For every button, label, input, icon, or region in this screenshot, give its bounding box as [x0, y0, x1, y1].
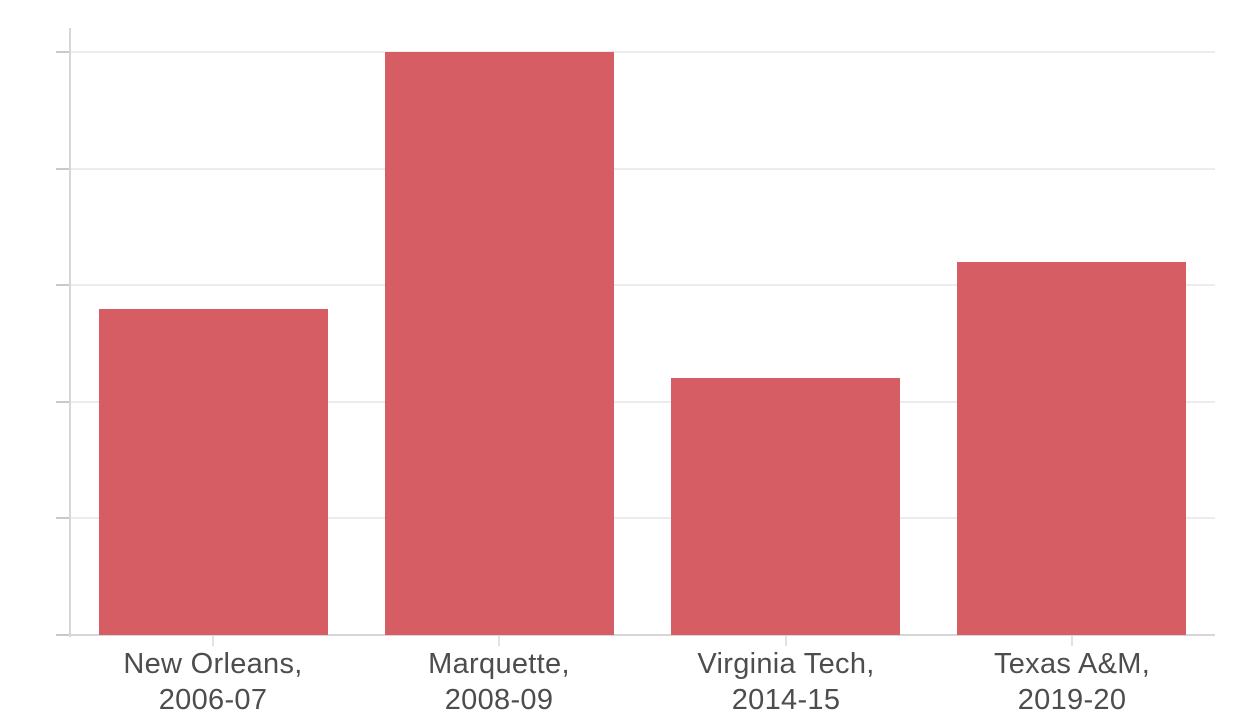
- x-tick-label-line: Texas A&M,: [993, 648, 1151, 680]
- y-tick-mark: [56, 634, 70, 636]
- x-tick-label: Marquette, 2008-09: [356, 646, 642, 718]
- y-tick-mark: [56, 51, 70, 53]
- x-tick-label-line: 2014-15: [731, 684, 841, 716]
- x-tick-label-line: New Orleans,: [123, 648, 303, 680]
- bar: [957, 262, 1186, 635]
- x-tick-mark: [212, 636, 214, 646]
- y-tick-mark: [56, 284, 70, 286]
- x-tick-label-line: Marquette,: [428, 648, 570, 680]
- y-tick-mark: [56, 517, 70, 519]
- y-tick-mark: [56, 401, 70, 403]
- x-tick-mark: [498, 636, 500, 646]
- gridline: [70, 284, 1215, 286]
- y-axis-line: [69, 28, 71, 637]
- y-tick-mark: [56, 168, 70, 170]
- x-tick-label-line: Virginia Tech,: [697, 648, 875, 680]
- gridline: [70, 401, 1215, 403]
- gridline: [70, 168, 1215, 170]
- x-tick-label: Virginia Tech, 2014-15: [643, 646, 929, 718]
- x-tick-label-line: 2019-20: [1017, 684, 1127, 716]
- bar: [99, 309, 328, 635]
- gridline: [70, 517, 1215, 519]
- bar: [385, 52, 614, 635]
- x-tick-mark: [785, 636, 787, 646]
- x-tick-mark: [1071, 636, 1073, 646]
- x-tick-label-line: 2006-07: [158, 684, 268, 716]
- x-tick-label: New Orleans, 2006-07: [70, 646, 356, 718]
- x-axis-line: [70, 634, 1215, 636]
- x-tick-label: Texas A&M, 2019-20: [929, 646, 1215, 718]
- gridline: [70, 51, 1215, 53]
- x-tick-label-line: 2008-09: [444, 684, 554, 716]
- bar: [671, 378, 900, 635]
